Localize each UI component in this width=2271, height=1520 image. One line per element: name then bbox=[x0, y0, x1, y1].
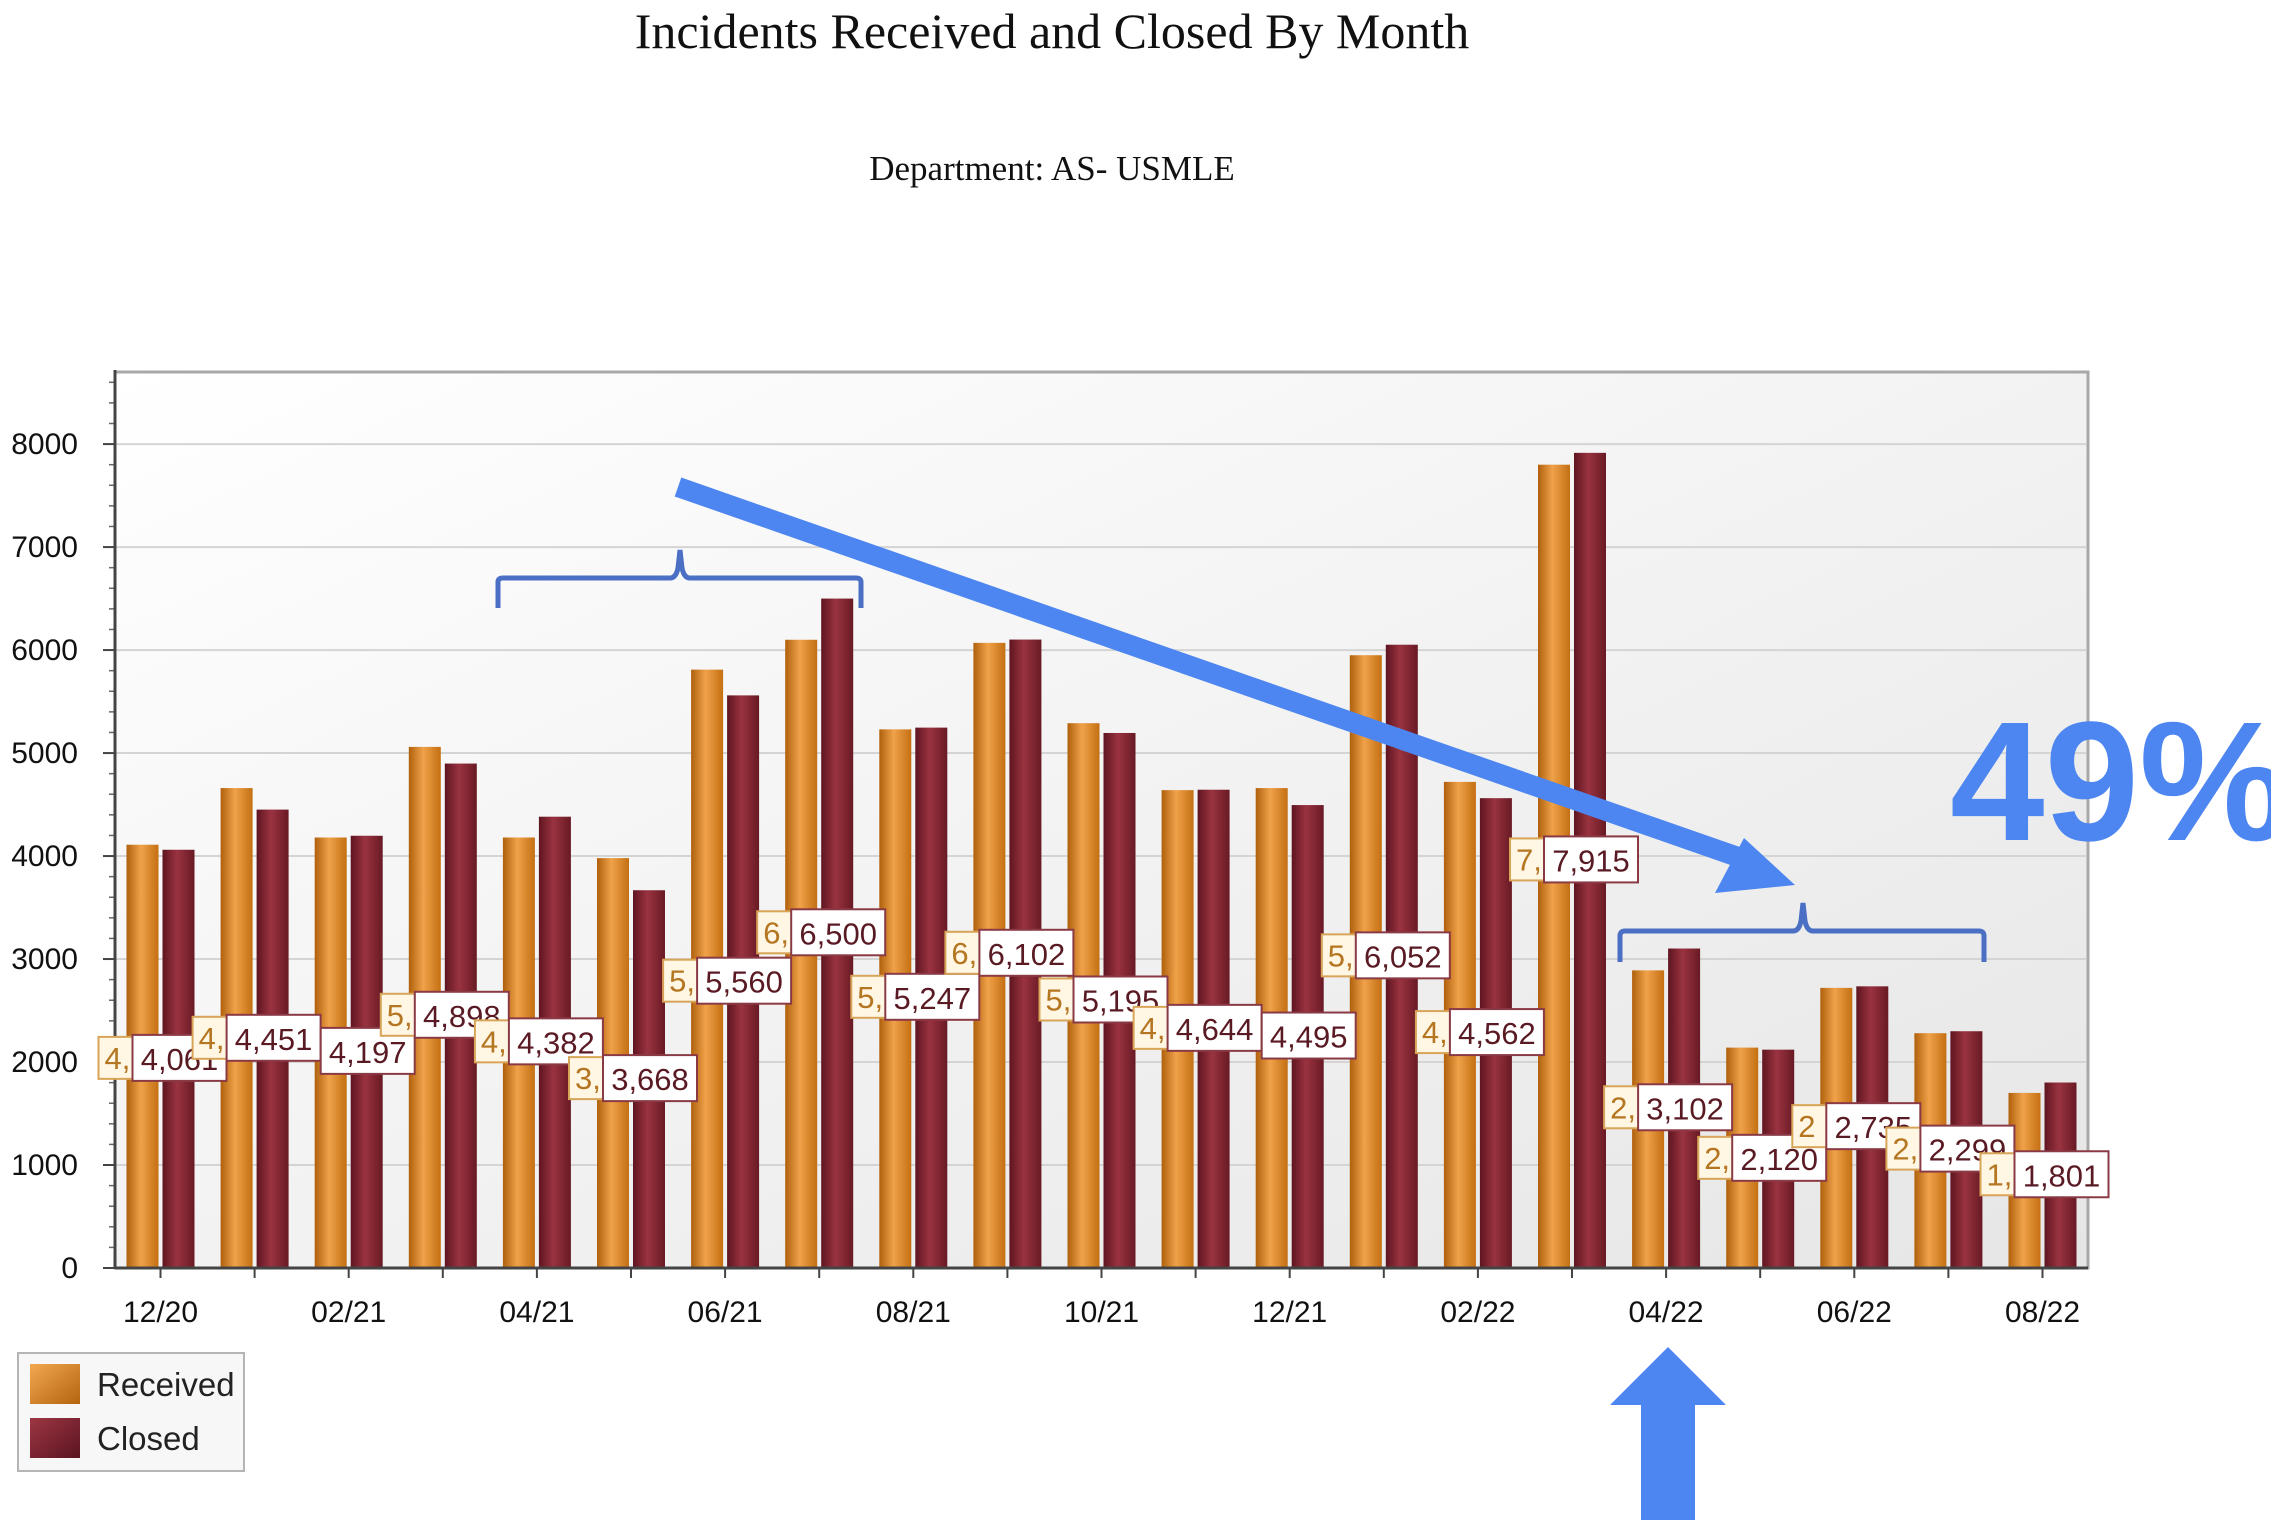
data-label-box-closed bbox=[884, 972, 981, 1021]
data-label-received: 7, bbox=[1516, 842, 1542, 877]
y-tick-label: 2000 bbox=[11, 1046, 78, 1079]
data-label-received: 2, bbox=[1892, 1132, 1918, 1167]
data-label-received: 4, bbox=[1422, 1015, 1448, 1050]
percent-annotation: 49% bbox=[1950, 687, 2271, 877]
annotations: 49% bbox=[495, 477, 2271, 1520]
x-tick-label: 06/22 bbox=[1817, 1296, 1892, 1329]
x-tick-label: 04/22 bbox=[1629, 1296, 1704, 1329]
legend-swatch-received bbox=[30, 1364, 80, 1404]
data-label-closed: 6,102 bbox=[988, 937, 1066, 972]
data-label-closed: 7,915 bbox=[1552, 843, 1630, 878]
data-label-box-closed bbox=[1166, 1003, 1263, 1052]
data-label-received: 2 bbox=[1798, 1109, 1815, 1144]
axes: 0 1000 2000 3000 4000 5000 6000 7000 8000 12/20 02… bbox=[11, 370, 2088, 1329]
data-label-closed: 4,644 bbox=[1176, 1012, 1254, 1047]
data-label-closed: 5,247 bbox=[894, 981, 972, 1016]
y-tick-label: 1000 bbox=[11, 1149, 78, 1182]
x-tick-label: 12/21 bbox=[1252, 1296, 1327, 1329]
legend-swatch-closed bbox=[30, 1418, 80, 1458]
x-tick-label: 02/21 bbox=[311, 1296, 386, 1329]
data-label-received: 5, bbox=[387, 998, 413, 1033]
data-label-closed: 5,560 bbox=[705, 965, 783, 1000]
chart-title: Incidents Received and Closed By Month bbox=[635, 3, 1470, 59]
data-label-closed: 6,052 bbox=[1364, 939, 1442, 974]
data-label-received: 4, bbox=[105, 1041, 131, 1076]
data-label-closed: 4,562 bbox=[1458, 1016, 1536, 1051]
plot-area bbox=[113, 370, 2090, 1270]
data-label-received: 4, bbox=[1140, 1011, 1166, 1046]
y-tick-label: 6000 bbox=[11, 634, 78, 667]
data-label-closed: 6,500 bbox=[799, 916, 877, 951]
x-tick-label: 08/22 bbox=[2005, 1296, 2080, 1329]
bracket-right-icon bbox=[1617, 902, 1987, 962]
data-label-closed: 3,102 bbox=[1646, 1091, 1724, 1126]
y-tick-label: 4000 bbox=[11, 840, 78, 873]
data-label-received: 5, bbox=[669, 964, 695, 999]
y-tick-label: 7000 bbox=[11, 531, 78, 564]
data-label-closed: 4,197 bbox=[329, 1035, 407, 1070]
trend-arrow-head-icon bbox=[1715, 838, 1795, 893]
data-label-received: 2, bbox=[1610, 1090, 1636, 1125]
data-label-box-closed bbox=[2013, 1150, 2110, 1199]
data-label-box-closed bbox=[1354, 931, 1451, 980]
data-label-box-closed bbox=[1637, 1083, 1734, 1132]
data-label-received: 6, bbox=[951, 936, 977, 971]
data-label-received: 3, bbox=[575, 1061, 601, 1096]
trend-arrow-shaft-icon bbox=[674, 477, 1742, 867]
data-label-received: 6, bbox=[763, 915, 789, 950]
data-label-received: 2, bbox=[1704, 1141, 1730, 1176]
x-tick-label: 12/20 bbox=[123, 1296, 198, 1329]
data-label-closed: 4,495 bbox=[1270, 1020, 1348, 1055]
data-label-box-closed bbox=[1543, 835, 1639, 884]
data-label-box-closed bbox=[1448, 1008, 1545, 1057]
data-label-box-closed bbox=[790, 908, 887, 957]
data-label-received: 1, bbox=[1987, 1157, 2013, 1192]
x-tick-label: 06/21 bbox=[688, 1296, 763, 1329]
y-tick-label: 0 bbox=[61, 1252, 78, 1285]
data-label-received: 4, bbox=[199, 1021, 225, 1056]
legend: Received Closed bbox=[17, 1352, 245, 1472]
data-label-box-closed bbox=[978, 928, 1075, 977]
y-tick-label: 8000 bbox=[11, 428, 78, 461]
legend-label-received: Received bbox=[97, 1366, 235, 1403]
data-label-box-closed bbox=[225, 1013, 322, 1062]
chart-subtitle: Department: AS- USMLE bbox=[869, 149, 1235, 188]
bracket-left-icon bbox=[495, 549, 864, 608]
data-label-box-closed bbox=[1260, 1011, 1357, 1060]
y-tick-label: 3000 bbox=[11, 943, 78, 976]
up-arrow-icon bbox=[1610, 1347, 1726, 1520]
data-label-received: 5, bbox=[1046, 982, 1072, 1017]
x-tick-label: 02/22 bbox=[1440, 1296, 1515, 1329]
data-label-closed: 3,668 bbox=[611, 1062, 689, 1097]
data-label-closed: 1,801 bbox=[2023, 1158, 2101, 1193]
data-label-received: 5, bbox=[857, 980, 883, 1015]
x-tick-label: 10/21 bbox=[1064, 1296, 1139, 1329]
y-tick-label: 5000 bbox=[11, 737, 78, 770]
data-label-received: 4, bbox=[481, 1024, 507, 1059]
data-label-closed: 4,382 bbox=[517, 1025, 595, 1060]
x-tick-label: 08/21 bbox=[876, 1296, 951, 1329]
x-tick-label: 04/21 bbox=[499, 1296, 574, 1329]
data-label-box-closed bbox=[696, 956, 793, 1005]
legend-label-closed: Closed bbox=[97, 1420, 200, 1457]
data-label-box-closed bbox=[602, 1054, 698, 1103]
data-label-closed: 4,451 bbox=[235, 1022, 313, 1057]
data-label-received: 5, bbox=[1328, 938, 1354, 973]
